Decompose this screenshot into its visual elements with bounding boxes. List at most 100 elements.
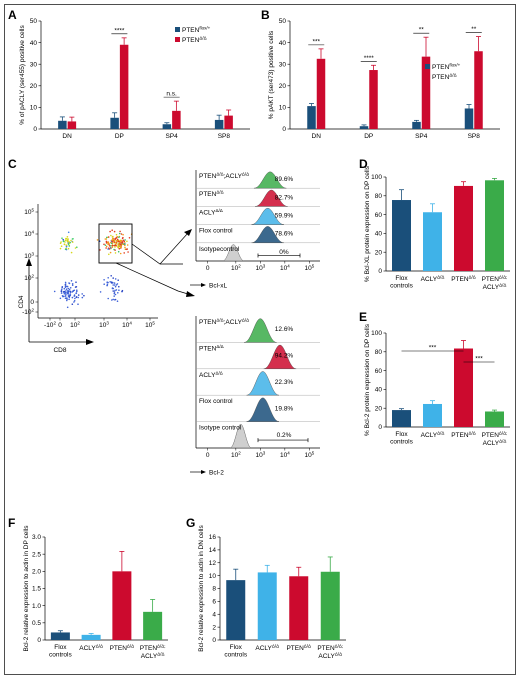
flow-dot [112, 237, 115, 240]
flow-dot [108, 253, 110, 256]
chart-a-legend-swatch [175, 37, 180, 42]
chart-a-ylabel: % of pACLY (ser455) positive cells [19, 25, 26, 125]
histogram-bclxl-xlabel: Bcl-xL [209, 283, 227, 290]
flow-dot [115, 289, 118, 291]
flow-dot [67, 289, 69, 292]
histogram-bcl2-xtick-label: 105 [304, 451, 314, 460]
gate-box [98, 223, 133, 264]
flow-dot [77, 296, 79, 299]
chart-g-ytick-label: 10 [209, 573, 217, 580]
chart-a-legend-label: PTENflox/+ [182, 26, 211, 35]
chart-e-category-label: PTENΔ/Δ; [482, 431, 508, 440]
chart-a-bar [58, 120, 67, 129]
flow-dot [99, 249, 101, 251]
flow-dot [113, 284, 116, 286]
dot-ytick-label: -102 [22, 308, 34, 317]
chart-b-significance-label: ** [419, 27, 425, 34]
chart-b-bar [421, 56, 431, 129]
flow-dot [119, 243, 121, 245]
histogram-bclxl-peak [251, 208, 284, 225]
histogram-bclxl-row-label: Flox control [199, 228, 233, 235]
flow-dot [64, 239, 67, 242]
chart-e-significance-label: *** [429, 345, 437, 352]
flow-dot [59, 297, 62, 300]
histogram-bclxl-xtick-label: 105 [304, 264, 314, 273]
chart-b-legend-swatch [425, 74, 430, 79]
flow-dot [121, 289, 124, 292]
chart-g-ytick-label: 4 [212, 611, 216, 618]
chart-e-bar [423, 403, 442, 427]
dot-ytick-label: 0 [30, 299, 34, 306]
histogram-bclxl-row-label: ACLYΔ/Δ [199, 208, 223, 217]
flow-dot [73, 289, 76, 292]
chart-b-category-label: SP4 [415, 133, 428, 140]
chart-e-ytick-label: 20 [375, 405, 383, 412]
flow-dot [53, 290, 56, 293]
flow-dot [76, 290, 78, 293]
flow-dot [110, 234, 112, 237]
chart-d-bar [392, 200, 411, 271]
dot-cloud [53, 229, 133, 309]
chart-a-ytick-label: 30 [30, 61, 38, 68]
cd8-label: CD8 [53, 347, 66, 354]
chart-g-category-label: ACLYΔ/Δ [255, 644, 279, 653]
flow-dot [113, 248, 115, 251]
chart-d-category-label: PTENΔ/Δ [451, 275, 476, 284]
histogram-bcl2-row-percent: 94.2% [275, 353, 294, 360]
chart-b-significance-label: *** [312, 38, 320, 45]
chart-f-ylabel: Bcl-2 relative expression to actin in DP… [23, 525, 30, 652]
dot-xtick-label: -102 [44, 321, 56, 330]
flow-dot [106, 236, 108, 239]
chart-g-ytick-label: 2 [212, 624, 216, 631]
flow-dot [64, 281, 67, 284]
connector-to-bclxl [159, 232, 189, 265]
histogram-bcl2-xtick-label: 102 [231, 451, 241, 460]
panel-label-f: F [8, 516, 15, 530]
chart-b-bar [316, 58, 326, 129]
histogram-bclxl-xtick-label: 103 [255, 264, 265, 273]
flow-dot [111, 246, 114, 248]
flow-dot [74, 286, 77, 288]
flow-dot [81, 296, 84, 299]
flow-dot [119, 252, 122, 255]
histogram-bclxl-peak [222, 244, 245, 262]
flow-dot [124, 239, 126, 241]
flow-dot [66, 239, 69, 241]
flow-dot [76, 289, 78, 292]
chart-a-category-label: DN [62, 133, 72, 140]
dot-ytick-label: 102 [24, 274, 34, 283]
connector-to-bcl2 [115, 262, 189, 295]
flow-dot [117, 292, 119, 294]
histogram-bclxl-row-label: PTENΔ/Δ;ACLYΔ/Δ [199, 172, 249, 181]
dot-xtick-label: 104 [122, 321, 132, 330]
chart-b-bar [359, 126, 369, 129]
dot-xtick-label: 103 [99, 321, 109, 330]
flow-dot [113, 291, 116, 293]
chart-b-bar [412, 121, 421, 129]
chart-g-category-label: PTENΔ/Δ; [317, 644, 343, 653]
flow-dot [117, 250, 120, 253]
flow-dot [113, 292, 116, 295]
flow-dot [107, 277, 109, 279]
flow-dot [77, 294, 80, 296]
flow-dot [111, 239, 113, 241]
flow-dot [67, 238, 69, 240]
histogram-bclxl: PTENΔ/Δ;ACLYΔ/Δ 89.6% PTENΔ/Δ 82.7% ACLYΔ/Δ 5… [190, 170, 320, 290]
chart-d-ytick-label: 60 [375, 212, 383, 219]
chart-f-ytick-label: 2.5 [32, 551, 41, 558]
chart-a-category-label: SP4 [165, 133, 178, 140]
chart-a-legend-label: PTENΔ/Δ [182, 36, 207, 45]
histogram-bcl2-row-label: Flox control [199, 398, 233, 405]
chart-g-ytick-label: 0 [212, 637, 216, 644]
flow-dot [118, 289, 120, 292]
chart-b-ytick-label: 40 [279, 40, 287, 47]
histogram-bclxl-xlabel-arrowhead [201, 283, 206, 287]
histogram-bclxl-row-label: Isotypecontrol [199, 246, 240, 253]
flow-dot [118, 241, 121, 243]
chart-f-ytick-label: 2.0 [32, 569, 41, 576]
arrowhead-bcl2 [186, 291, 195, 297]
